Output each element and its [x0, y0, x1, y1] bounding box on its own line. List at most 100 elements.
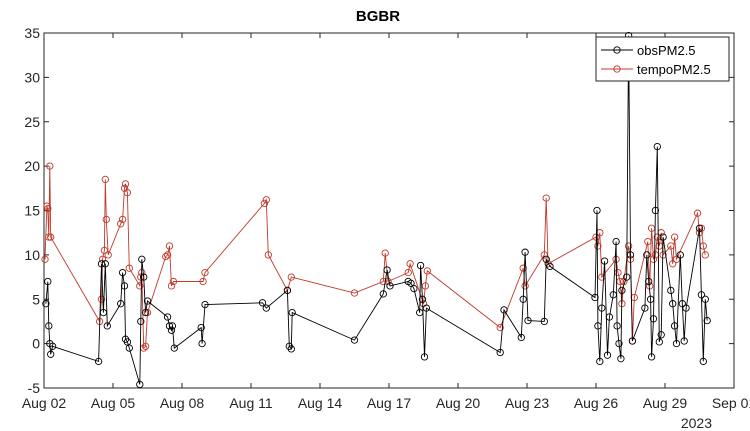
- data-point: [647, 353, 656, 361]
- data-point: [45, 233, 53, 241]
- data-point: [46, 162, 54, 170]
- data-point: [643, 251, 651, 259]
- data-point: [140, 273, 148, 281]
- y-tick-label: -5: [28, 380, 41, 396]
- data-point: [168, 322, 177, 330]
- y-tick-label: 5: [32, 291, 40, 307]
- data-point: [258, 299, 267, 307]
- data-point: [600, 257, 609, 265]
- data-point: [542, 194, 550, 202]
- data-point: [197, 323, 205, 332]
- data-point: [416, 308, 424, 317]
- data-point: [44, 277, 52, 286]
- y-tick-label: 25: [24, 114, 40, 130]
- data-point: [421, 282, 430, 290]
- legend-label: tempoPM2.5: [637, 62, 711, 77]
- data-point: [628, 337, 637, 345]
- x-tick-label: Aug 17: [367, 395, 412, 411]
- series-obsPM2.5: [42, 32, 711, 389]
- legend-marker: [613, 65, 621, 73]
- data-point: [163, 313, 172, 321]
- data-point: [670, 233, 679, 241]
- data-point: [162, 252, 170, 261]
- x-tick-label: Aug 23: [505, 395, 550, 411]
- legend-label: obsPM2.5: [637, 43, 696, 58]
- data-point: [120, 282, 129, 290]
- data-point: [42, 300, 50, 308]
- data-point: [117, 220, 125, 228]
- x-tick-label: Aug 26: [574, 395, 619, 411]
- legend: obsPM2.5 tempoPM2.5: [595, 36, 730, 82]
- data-point: [283, 286, 292, 295]
- x-axis: Aug 02 Aug 05 Aug 08 Aug 11 Aug 14 Aug 17 Aug …: [22, 33, 750, 411]
- data-point: [524, 316, 532, 325]
- data-point: [141, 342, 150, 350]
- y-tick-label: 30: [24, 69, 40, 85]
- data-point: [676, 251, 684, 259]
- data-point: [379, 277, 387, 286]
- x-tick-label: Aug 20: [436, 395, 481, 411]
- data-point: [287, 345, 295, 353]
- data-point: [422, 304, 431, 312]
- data-point: [137, 317, 145, 326]
- data-point: [97, 295, 106, 303]
- data-point: [143, 308, 152, 317]
- data-point: [48, 342, 57, 350]
- x-tick-label: Aug 02: [22, 395, 67, 411]
- series-tempoPM2.5: [41, 162, 709, 352]
- data-point: [99, 308, 108, 317]
- data-point: [645, 277, 653, 286]
- data-point: [163, 251, 172, 259]
- data-point: [420, 353, 429, 361]
- data-point: [121, 180, 130, 188]
- data-point: [521, 282, 529, 290]
- y-tick-label: 10: [24, 247, 40, 263]
- data-point: [667, 286, 675, 295]
- data-point: [288, 308, 296, 317]
- data-point: [125, 344, 133, 352]
- data-point: [201, 268, 209, 277]
- data-point: [198, 339, 206, 348]
- data-point: [41, 255, 49, 263]
- data-point: [500, 306, 508, 314]
- data-point: [167, 326, 176, 334]
- data-point: [117, 300, 125, 308]
- data-point: [423, 267, 431, 275]
- data-point: [97, 260, 106, 268]
- y-tick-label: 15: [24, 203, 40, 219]
- data-point: [496, 348, 504, 357]
- data-point: [101, 260, 109, 268]
- data-point: [496, 323, 504, 332]
- data-point: [406, 260, 414, 268]
- series-line: [45, 35, 708, 385]
- data-point: [697, 291, 706, 299]
- data-point: [287, 273, 295, 281]
- data-point: [386, 282, 394, 290]
- data-point: [542, 255, 550, 263]
- data-point: [649, 315, 658, 323]
- data-point: [143, 297, 152, 305]
- data-point: [521, 248, 529, 256]
- series-layer: [41, 32, 711, 389]
- data-point: [701, 295, 709, 303]
- data-point: [609, 291, 617, 299]
- legend-marker: [613, 46, 621, 54]
- data-point: [641, 304, 649, 312]
- data-point: [603, 351, 612, 359]
- x-tick-label: Aug 08: [160, 395, 205, 411]
- x-tick-label: Aug 29: [643, 395, 688, 411]
- data-point: [201, 300, 209, 309]
- data-point: [260, 199, 269, 208]
- data-point: [594, 242, 602, 250]
- data-point: [593, 206, 601, 215]
- data-point: [613, 322, 621, 330]
- data-point: [102, 215, 110, 224]
- data-point: [141, 308, 150, 317]
- data-point: [624, 242, 633, 250]
- data-point: [651, 206, 660, 215]
- data-point: [379, 290, 387, 298]
- data-point: [680, 337, 688, 345]
- data-point: [104, 251, 112, 259]
- data-point: [695, 224, 704, 232]
